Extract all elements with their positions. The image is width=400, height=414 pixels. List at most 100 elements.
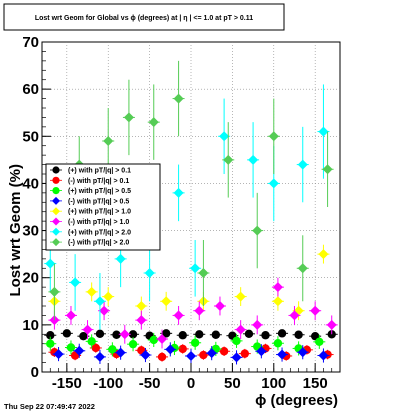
data-point bbox=[140, 350, 151, 361]
data-point bbox=[94, 351, 105, 362]
data-point bbox=[198, 268, 209, 278]
data-point bbox=[268, 178, 279, 189]
y-tick-label: 40 bbox=[22, 175, 39, 192]
data-point bbox=[272, 282, 283, 293]
legend-label: (+) with pT/|q| > 0.5 bbox=[68, 188, 131, 195]
data-point bbox=[322, 164, 333, 175]
series-4 bbox=[52, 342, 330, 365]
data-point bbox=[128, 339, 138, 349]
data-point bbox=[53, 349, 64, 360]
data-point bbox=[235, 324, 246, 335]
data-point bbox=[310, 305, 321, 316]
x-tick-label: 150 bbox=[303, 375, 328, 392]
data-point bbox=[244, 329, 254, 339]
data-point bbox=[62, 329, 72, 338]
data-point bbox=[91, 343, 101, 353]
series-5 bbox=[48, 244, 330, 321]
y-tick-label: 10 bbox=[22, 317, 39, 334]
data-point bbox=[318, 350, 329, 361]
data-point bbox=[231, 352, 242, 363]
data-point bbox=[157, 352, 167, 362]
data-point bbox=[45, 258, 56, 269]
x-tick-label: 100 bbox=[261, 375, 286, 392]
y-axis-title: Lost wrt Geom (%) bbox=[7, 164, 24, 297]
data-point bbox=[173, 187, 184, 198]
data-point bbox=[315, 337, 324, 347]
data-point bbox=[165, 344, 176, 355]
series-3 bbox=[44, 332, 326, 357]
data-point bbox=[297, 347, 308, 358]
data-point bbox=[252, 225, 263, 236]
y-tick-label: 60 bbox=[22, 81, 39, 98]
data-point bbox=[223, 154, 234, 165]
axis-ticks bbox=[41, 41, 341, 373]
data-point bbox=[173, 310, 184, 321]
data-point bbox=[115, 347, 126, 358]
data-point bbox=[79, 331, 88, 341]
data-point bbox=[94, 296, 105, 307]
data-point bbox=[273, 339, 283, 348]
data-point bbox=[103, 136, 114, 146]
data-point bbox=[46, 331, 55, 340]
y-tick-label: 70 bbox=[22, 34, 39, 51]
data-point bbox=[194, 305, 205, 316]
data-point bbox=[252, 319, 263, 330]
legend-label: (-) with pT/|q| > 2.0 bbox=[68, 240, 129, 247]
data-point bbox=[123, 112, 134, 123]
data-point bbox=[49, 286, 60, 297]
data-point bbox=[70, 277, 81, 288]
y-tick-label: 20 bbox=[22, 270, 39, 287]
legend-label: (-) with pT/|q| > 1.0 bbox=[68, 219, 129, 226]
data-point bbox=[82, 324, 93, 335]
title-box bbox=[3, 3, 285, 31]
legend-label: (-) with pT/|q| > 0.1 bbox=[68, 178, 129, 185]
data-point bbox=[46, 339, 55, 348]
legend-label: (+) with pT/|q| > 2.0 bbox=[68, 229, 131, 236]
series-6 bbox=[48, 277, 338, 349]
tick-labels: -150 -100 -50 0 50 100 150 0 10 20 30 40 50 60 70 bbox=[22, 34, 327, 392]
series-7 bbox=[44, 84, 330, 330]
legend-box bbox=[45, 163, 161, 251]
data-point bbox=[178, 344, 187, 354]
data-point bbox=[112, 330, 121, 339]
y-tick-label: 30 bbox=[22, 223, 39, 240]
data-point bbox=[87, 337, 96, 346]
timestamp: Thu Sep 22 07:49:47 2022 bbox=[4, 402, 95, 411]
data-point bbox=[186, 350, 196, 361]
data-point bbox=[95, 329, 105, 339]
x-tick-label: -150 bbox=[52, 375, 82, 392]
data-point bbox=[86, 286, 97, 297]
data-point bbox=[148, 117, 159, 128]
data-point bbox=[289, 310, 300, 321]
data-point bbox=[136, 301, 147, 311]
y-tick-label: 50 bbox=[22, 128, 39, 145]
data-point bbox=[149, 335, 158, 345]
data-point bbox=[190, 338, 200, 347]
data-point bbox=[297, 159, 308, 170]
data-point bbox=[65, 310, 76, 321]
data-point bbox=[199, 350, 208, 360]
data-point bbox=[214, 301, 225, 311]
data-point bbox=[136, 315, 147, 326]
data-point bbox=[268, 131, 279, 142]
data-point bbox=[195, 330, 204, 339]
data-point bbox=[161, 296, 172, 307]
data-point bbox=[103, 291, 114, 302]
legend-label: (+) with pT/|q| > 0.1 bbox=[68, 168, 131, 175]
data-point bbox=[157, 334, 168, 344]
data-point bbox=[261, 331, 270, 340]
data-point bbox=[240, 349, 250, 358]
data-point bbox=[74, 345, 85, 356]
legend-label: (+) with pT/|q| > 1.0 bbox=[68, 209, 131, 216]
data-point bbox=[206, 348, 217, 359]
data-point bbox=[277, 329, 287, 338]
data-point bbox=[294, 330, 303, 339]
data-point bbox=[119, 329, 130, 340]
data-point bbox=[144, 268, 155, 278]
data-point bbox=[318, 249, 329, 260]
data-point bbox=[326, 319, 337, 330]
data-point bbox=[235, 291, 246, 302]
data-point bbox=[318, 126, 329, 137]
y-tick-label: 0 bbox=[31, 364, 39, 381]
